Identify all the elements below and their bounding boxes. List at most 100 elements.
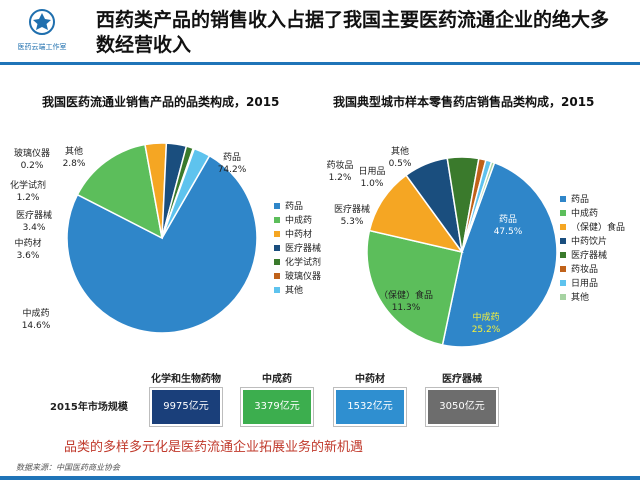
right-legend-swatch	[560, 209, 566, 216]
right-legend-label: 日用品	[571, 279, 599, 289]
right-legend-item: 日用品	[560, 277, 625, 291]
left-legend-item: 中药材	[274, 228, 321, 242]
left-legend-swatch	[274, 286, 280, 293]
brand-logo: 医药云端工作室	[10, 8, 74, 52]
left-legend-swatch	[274, 216, 280, 223]
left-legend-label: 玻璃仪器	[285, 272, 322, 282]
left-legend-swatch	[274, 272, 280, 279]
right-slice-value-日用品: 1.0%	[361, 179, 384, 189]
left-slice-value-医疗器械: 3.4%	[23, 223, 46, 233]
right-legend-item: 中成药	[560, 207, 625, 221]
right-slice-中成药	[366, 229, 463, 346]
right-legend-label: 药妆品	[571, 265, 599, 275]
left-legend-label: 药品	[285, 202, 304, 212]
market-head-devices: 医疗器械	[442, 374, 482, 385]
market-value-tcm-patent: 3379亿元	[241, 388, 313, 426]
left-legend-label: 其他	[285, 286, 304, 296]
right-legend-label: 中成药	[571, 209, 599, 219]
right-chart-title: 我国典型城市样本零售药店销售品类构成，2015	[333, 95, 595, 109]
left-pie: 药品 74.2% 中成药 14.6% 中药材 3.6% 医疗器械 3.4% 化学试剂 1.2% 玻璃…	[10, 142, 258, 334]
right-slice-label-日用品: 日用品	[358, 166, 385, 177]
left-slice-label-药品: 药品	[223, 152, 241, 163]
right-legend-swatch	[560, 265, 566, 272]
market-head-tcm-patent: 中成药	[262, 374, 292, 385]
market-head-tcm-herbs: 中药材	[355, 374, 385, 385]
market-value-tcm-herbs: 1532亿元	[334, 388, 406, 426]
right-chart-legend: 药品中成药 （保健）食品 中药饮片医疗器械药妆品日用品其他	[560, 193, 625, 305]
left-legend-item: 药品	[274, 200, 321, 214]
left-slice-value-药品: 74.2%	[218, 165, 247, 175]
right-pie: 药品 47.5% 中成药 25.2% （保健）食品 11.3% 医疗器械 5.3% 药妆品 1.2…	[326, 145, 558, 348]
left-legend-label: 化学试剂	[285, 258, 322, 268]
left-legend-swatch	[274, 230, 280, 237]
right-legend-label: 其他	[571, 293, 590, 303]
left-slice-label-玻璃仪器: 玻璃仪器	[14, 147, 50, 159]
right-slice-label-药妆品: 药妆品	[326, 159, 353, 171]
right-slice-label-药品: 药品	[499, 214, 517, 225]
left-slice-value-玻璃仪器: 0.2%	[21, 161, 44, 171]
market-head-chemical: 化学和生物药物	[151, 374, 221, 385]
logo-mark-icon	[29, 9, 55, 35]
right-legend-item: 药妆品	[560, 263, 625, 277]
right-legend-item: 中药饮片	[560, 235, 625, 249]
left-legend-swatch	[274, 258, 280, 265]
left-legend-swatch	[274, 244, 280, 251]
logo-text: 医药云端工作室	[17, 43, 67, 51]
page-headline: 西药类产品的销售收入占据了我国主要医药流通企业的绝大多数经营收入	[96, 9, 610, 56]
left-slice-label-中药材: 中药材	[14, 237, 41, 249]
right-slice-label-中成药: 中成药	[472, 311, 499, 323]
left-slice-中成药	[76, 143, 164, 240]
left-slice-label-化学试剂: 化学试剂	[10, 179, 46, 191]
right-slice-value-医疗器械: 5.3%	[341, 217, 364, 227]
right-legend-label: （保健）食品	[571, 223, 626, 233]
data-source: 数据来源：中国医药商业协会	[16, 463, 120, 472]
left-legend-item: 其他	[274, 284, 321, 298]
right-slice-其他	[461, 160, 496, 253]
header-rule	[0, 62, 640, 65]
right-slice-value-其他: 0.5%	[389, 159, 412, 169]
right-slice-label-其他: 其他	[391, 145, 409, 157]
right-legend-item: 其他	[560, 291, 625, 305]
left-slice-label-其他: 其他	[65, 145, 83, 157]
left-legend-label: 中药材	[285, 230, 313, 240]
right-slice-药品	[441, 161, 558, 348]
right-legend-swatch	[560, 223, 566, 230]
right-legend-swatch	[560, 293, 566, 300]
left-legend-swatch	[274, 202, 280, 209]
left-legend-item: 化学试剂	[274, 256, 321, 270]
market-row-label: 2015年市场规模	[50, 402, 128, 413]
left-legend-item: 中成药	[274, 214, 321, 228]
right-legend-item: （保健）食品	[560, 221, 625, 235]
left-legend-label: 中成药	[285, 216, 313, 226]
footer-rule	[0, 476, 640, 480]
right-legend-item: 医疗器械	[560, 249, 625, 263]
right-slice-value-药妆品: 1.2%	[329, 173, 352, 183]
right-slice-label-保健食品: （保健）食品	[379, 289, 433, 301]
right-slice-保健食品	[368, 174, 464, 254]
right-legend-swatch	[560, 195, 566, 202]
left-chart-title: 我国医药流通业销售产品的品类构成，2015	[42, 95, 280, 109]
right-legend-label: 中药饮片	[571, 237, 608, 247]
right-legend-label: 药品	[571, 195, 590, 205]
left-legend-item: 玻璃仪器	[274, 270, 321, 284]
left-slice-药品	[66, 154, 258, 334]
market-value-chemical: 9975亿元	[150, 388, 222, 426]
left-slice-value-其他: 2.8%	[63, 159, 86, 169]
left-slice-label-医疗器械: 医疗器械	[16, 209, 52, 221]
right-legend-item: 药品	[560, 193, 625, 207]
right-legend-swatch	[560, 237, 566, 244]
right-legend-label: 医疗器械	[571, 251, 608, 261]
left-slice-value-中药材: 3.6%	[17, 251, 40, 261]
left-slice-value-化学试剂: 1.2%	[17, 193, 40, 203]
right-slice-value-保健食品: 11.3%	[392, 303, 421, 313]
right-slice-label-医疗器械: 医疗器械	[334, 203, 370, 215]
left-chart-legend: 药品中成药中药材医疗器械化学试剂玻璃仪器其他	[274, 200, 321, 298]
right-slice-value-药品: 47.5%	[494, 227, 523, 237]
left-legend-label: 医疗器械	[285, 244, 322, 254]
left-slice-其他	[161, 147, 211, 239]
left-legend-item: 医疗器械	[274, 242, 321, 256]
footnote: 品类的多样多元化是医药流通企业拓展业务的新机遇	[64, 440, 364, 455]
pie-charts: 药品 74.2% 中成药 14.6% 中药材 3.6% 医疗器械 3.4% 化学试剂 1.2% 玻璃…	[10, 142, 558, 348]
market-value-devices: 3050亿元	[426, 388, 498, 426]
right-slice-value-中成药: 25.2%	[472, 325, 501, 335]
